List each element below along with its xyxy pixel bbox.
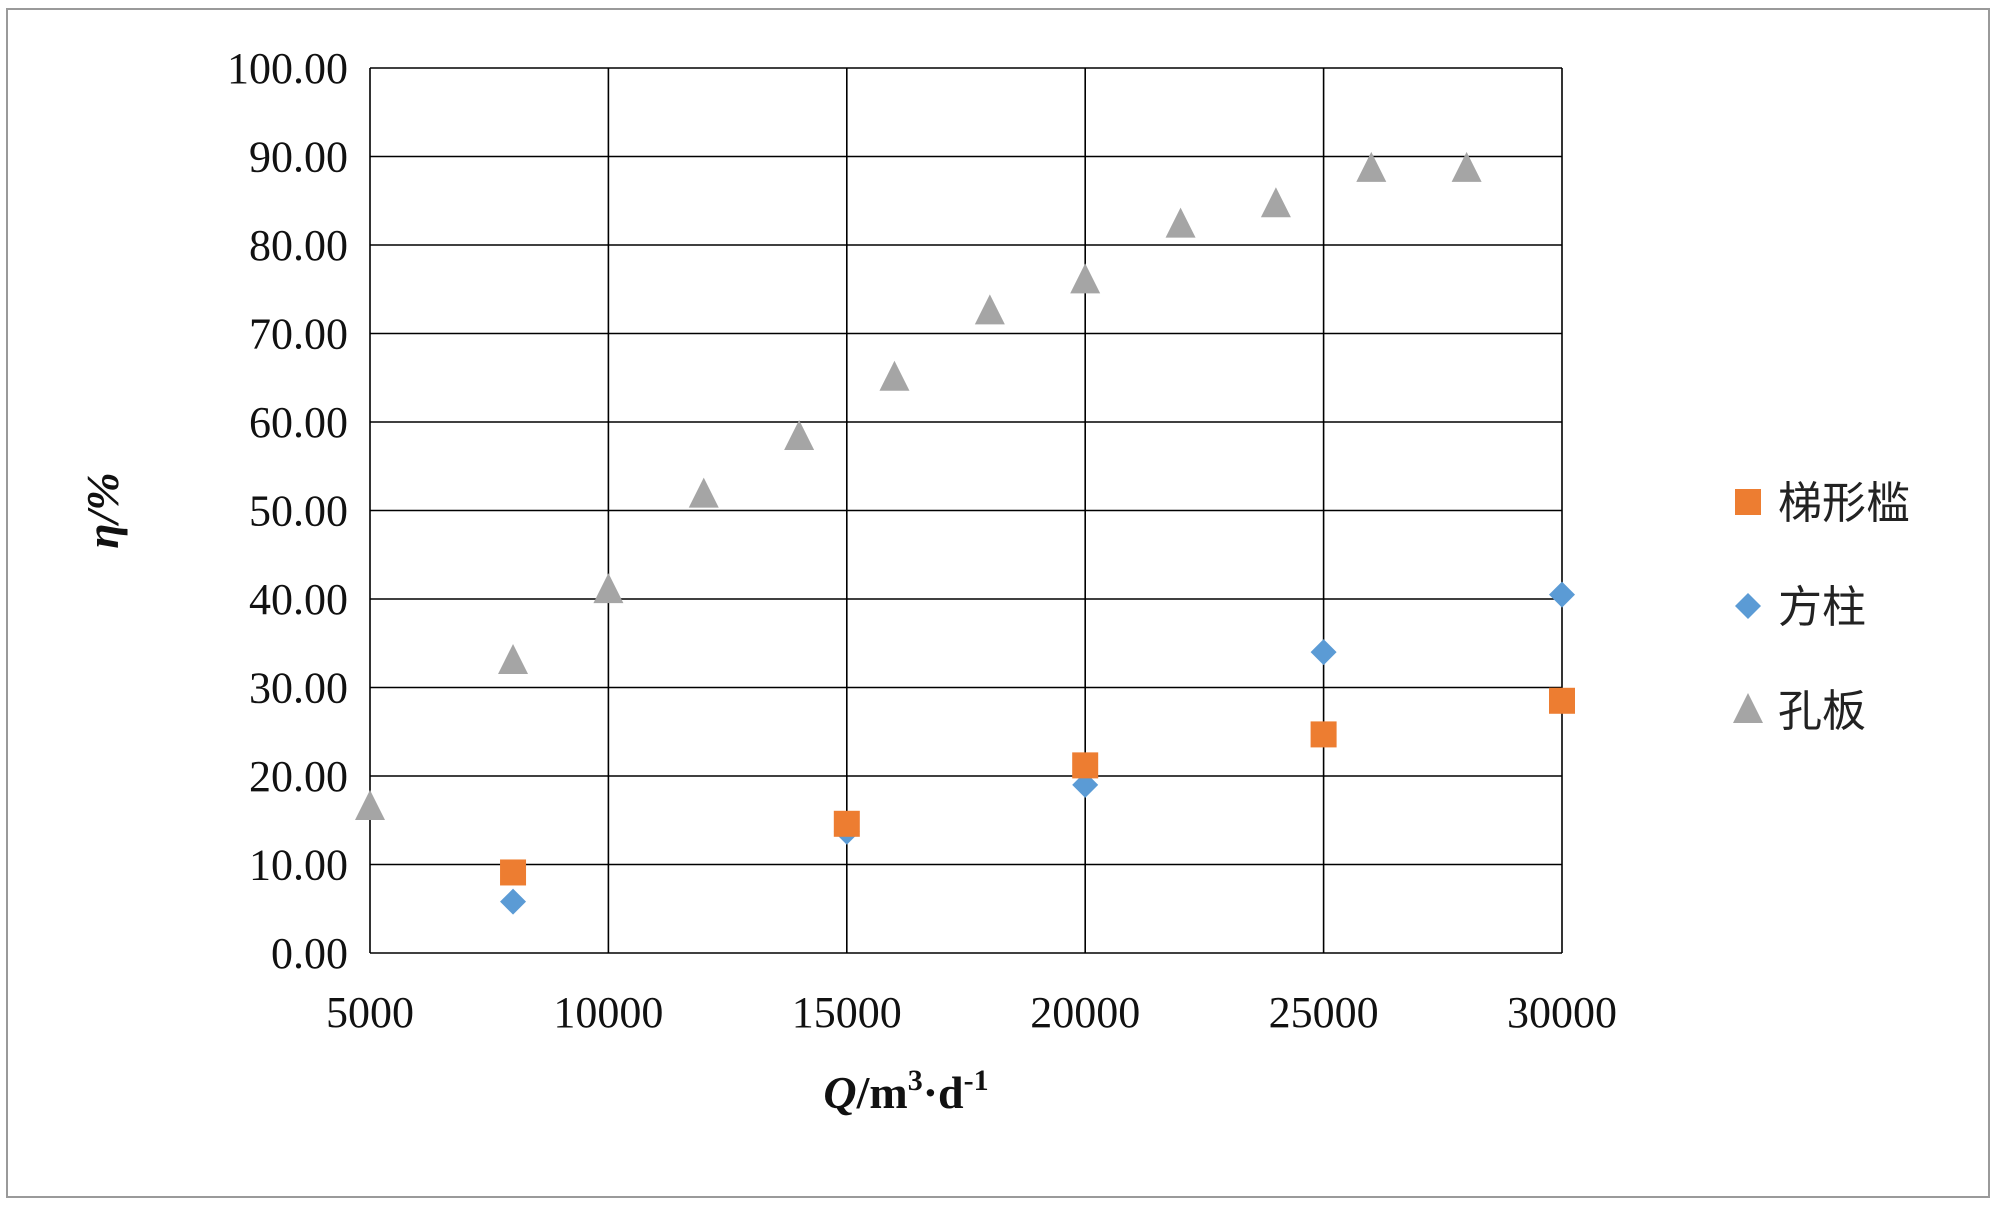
x-axis-title-symbol: Q <box>823 1067 856 1118</box>
triangle-point <box>1356 151 1387 182</box>
legend-marker-square <box>1735 489 1761 515</box>
square-point <box>1549 687 1575 714</box>
y-tick-label: 70.00 <box>249 310 348 359</box>
legend-label: 方柱 <box>1778 582 1866 633</box>
x-axis-title-sup2: -1 <box>964 1064 989 1097</box>
triangle-point <box>593 573 624 604</box>
triangle-point <box>355 789 385 820</box>
square-point <box>833 810 860 837</box>
legend-label: 梯形槛 <box>1778 478 1910 529</box>
y-tick-label: 80.00 <box>249 221 348 270</box>
legend-marker-triangle <box>1733 693 1763 723</box>
x-axis-title-sup1: 3 <box>908 1064 923 1097</box>
triangle-point <box>1260 187 1291 218</box>
y-tick-labels: 0.00 10.00 20.00 30.00 40.00 50.00 60.00 70.00 8… <box>227 44 348 978</box>
x-tick-label: 25000 <box>1269 988 1379 1037</box>
x-tick-label: 30000 <box>1507 988 1617 1037</box>
triangle-point <box>498 643 529 674</box>
diamond-point <box>1549 581 1575 608</box>
y-tick-label: 20.00 <box>249 752 348 801</box>
y-tick-label: 30.00 <box>249 664 348 713</box>
x-axis-title: Q/m3·d-1 <box>823 1064 988 1118</box>
data-points <box>355 151 1575 915</box>
y-tick-label: 0.00 <box>271 929 348 978</box>
triangle-point <box>688 477 719 508</box>
square-point <box>1072 752 1099 779</box>
square-point <box>1310 721 1337 748</box>
diamond-point <box>500 888 527 915</box>
y-tick-label: 100.00 <box>227 44 348 93</box>
y-tick-label: 10.00 <box>249 841 348 890</box>
chart-frame: 0.00 10.00 20.00 30.00 40.00 50.00 60.00 70.00 8… <box>6 8 1990 1198</box>
x-axis-title-unit: /m <box>856 1067 908 1118</box>
legend-label: 孔板 <box>1778 686 1866 737</box>
diamond-point <box>1310 639 1337 666</box>
x-tick-label: 20000 <box>1030 988 1140 1037</box>
y-tick-label: 90.00 <box>249 133 348 182</box>
y-axis-title: η/% <box>77 472 128 548</box>
triangle-point <box>879 360 910 391</box>
y-tick-label: 40.00 <box>249 575 348 624</box>
triangle-point <box>1451 151 1482 182</box>
gridlines <box>369 67 1563 954</box>
x-axis-title-mid: ·d <box>923 1067 964 1118</box>
x-tick-labels: 5000 10000 15000 20000 25000 30000 <box>326 988 1617 1037</box>
scatter-chart: 0.00 10.00 20.00 30.00 40.00 50.00 60.00 70.00 8… <box>77 44 1910 1118</box>
square-point <box>500 859 527 886</box>
x-tick-label: 5000 <box>326 988 414 1037</box>
triangle-point <box>974 294 1005 325</box>
x-tick-label: 15000 <box>792 988 902 1037</box>
triangle-point <box>1070 263 1101 294</box>
y-tick-label: 60.00 <box>249 398 348 447</box>
legend-marker-diamond <box>1735 593 1761 619</box>
triangle-point <box>1165 207 1196 238</box>
triangle-point <box>784 420 815 451</box>
x-tick-label: 10000 <box>553 988 663 1037</box>
y-tick-label: 50.00 <box>249 487 348 536</box>
